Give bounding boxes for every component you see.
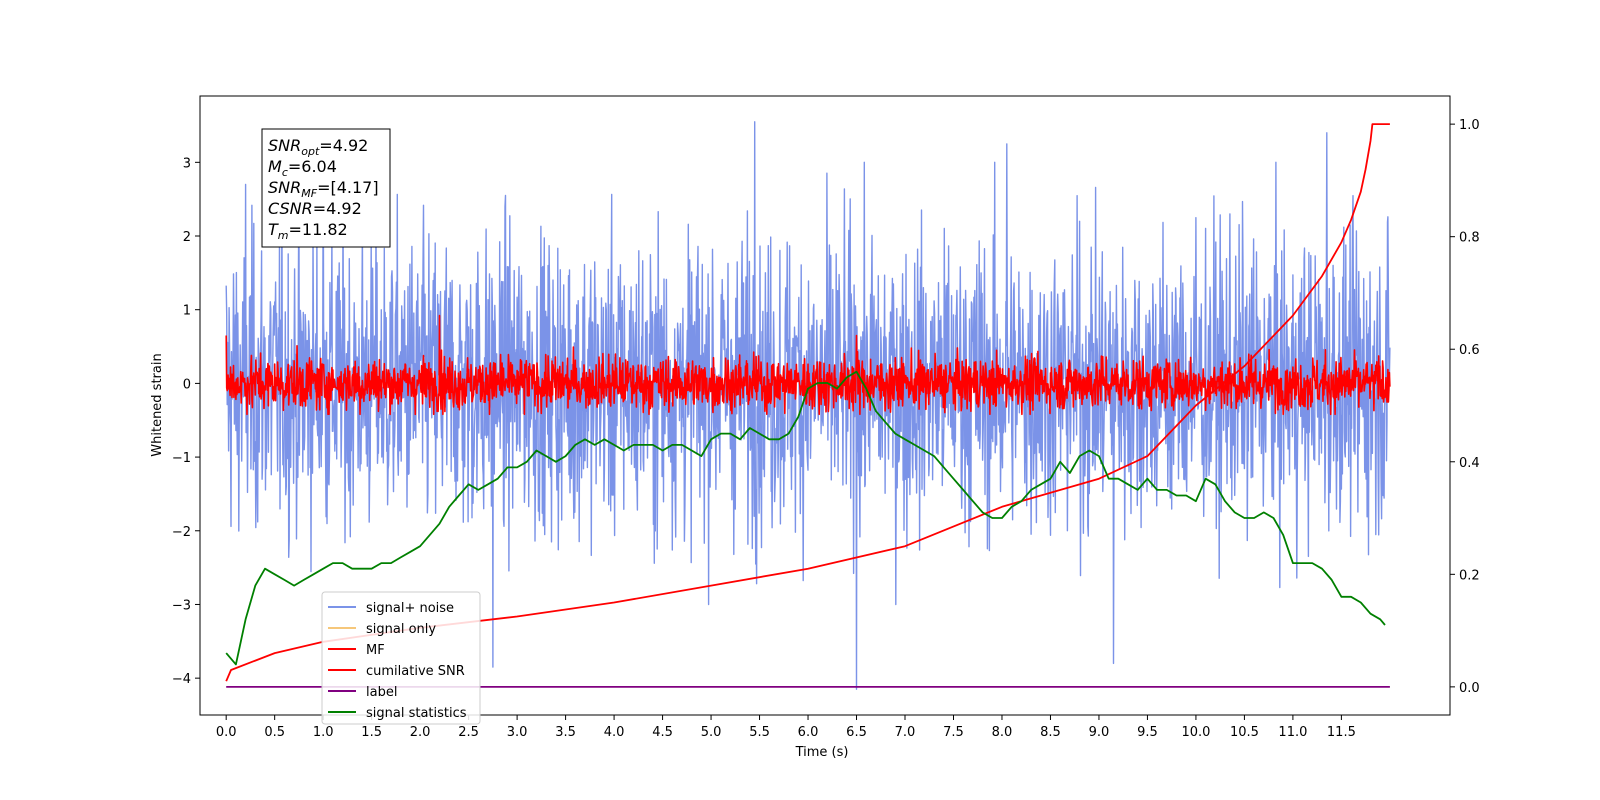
legend-entry: cumilative SNR (366, 664, 465, 679)
y2-axis-ticks: 1.0 0.8 0.6 0.4 0.2 0.0 (1450, 118, 1480, 696)
x-tick-label: 5.5 (749, 725, 770, 740)
x-tick-label: 5.0 (701, 725, 722, 740)
info-line: SNRopt=4.92 (268, 136, 368, 158)
y-tick-label: 0 (183, 377, 191, 392)
x-tick-label: 8.5 (1040, 725, 1061, 740)
x-tick-label: 3.5 (555, 725, 576, 740)
y-axis-label: Whitened strain (150, 353, 165, 456)
y2-tick-label: 1.0 (1459, 118, 1480, 133)
series-signal-statistics (225, 370, 1386, 666)
x-tick-label: 10.0 (1181, 725, 1210, 740)
info-line: Tm=11.82 (268, 220, 348, 242)
legend-frame (321, 591, 481, 725)
x-tick-label: 0.5 (264, 725, 285, 740)
x-tick-label: 6.5 (846, 725, 867, 740)
signal-plus-noise-layer (225, 121, 1391, 690)
legend-entry: signal+ noise (366, 601, 454, 616)
x-tick-label: 2.0 (410, 725, 431, 740)
x-tick-label: 8.0 (992, 725, 1013, 740)
x-tick-label: 9.5 (1137, 725, 1158, 740)
y2-tick-label: 0.8 (1459, 231, 1480, 246)
info-line: CSNR=4.92 (268, 199, 362, 218)
y-tick-label: 3 (183, 156, 191, 171)
legend-entry: signal statistics (366, 706, 467, 721)
y2-tick-label: 0.0 (1459, 681, 1480, 696)
y-tick-label: 1 (183, 304, 191, 319)
x-tick-label: 1.5 (361, 725, 382, 740)
x-tick-label: 3.0 (507, 725, 528, 740)
y2-tick-label: 0.4 (1459, 456, 1480, 471)
x-tick-label: 0.0 (216, 725, 237, 740)
x-tick-label: 1.0 (313, 725, 334, 740)
x-tick-label: 10.5 (1230, 725, 1259, 740)
legend-entry: signal only (366, 622, 436, 637)
legend: signal+ noise signal only MF cumilative SNR… (321, 591, 481, 725)
y-tick-label: 2 (183, 230, 191, 245)
x-tick-label: 2.5 (458, 725, 479, 740)
y-axis-ticks: 3 2 1 0 −1 −2 −3 −4 (172, 156, 200, 687)
x-tick-label: 4.5 (652, 725, 673, 740)
x-tick-label: 7.0 (895, 725, 916, 740)
legend-entry: label (366, 685, 397, 700)
y2-tick-label: 0.2 (1459, 568, 1480, 583)
series-mf (225, 314, 1391, 416)
info-box-frame (261, 128, 391, 248)
x-tick-label: 9.0 (1089, 725, 1110, 740)
y2-tick-label: 0.6 (1459, 343, 1480, 358)
series-signal-noise (225, 121, 1391, 690)
x-tick-label: 7.5 (943, 725, 964, 740)
x-tick-label: 4.0 (604, 725, 625, 740)
x-axis-label: Time (s) (795, 745, 849, 760)
y-tick-label: −2 (172, 525, 191, 540)
axes-frame (199, 95, 1451, 716)
legend-entry: MF (366, 643, 385, 658)
x-tick-label: 11.0 (1278, 725, 1307, 740)
info-line: Mc=6.04 (268, 157, 337, 179)
x-tick-label: 6.0 (798, 725, 819, 740)
y-tick-label: −1 (172, 451, 191, 466)
x-tick-label: 11.5 (1327, 725, 1356, 740)
x-axis-ticks: 0.0 0.5 1.0 1.5 2.0 2.5 3.0 3.5 4.0 4.5 5.0 5.5 6.0 6… (216, 715, 1356, 740)
y-tick-label: −4 (172, 672, 191, 687)
mf-layer (225, 314, 1391, 416)
info-line: SNRMF=[4.17] (268, 178, 379, 200)
y-tick-label: −3 (172, 598, 191, 613)
